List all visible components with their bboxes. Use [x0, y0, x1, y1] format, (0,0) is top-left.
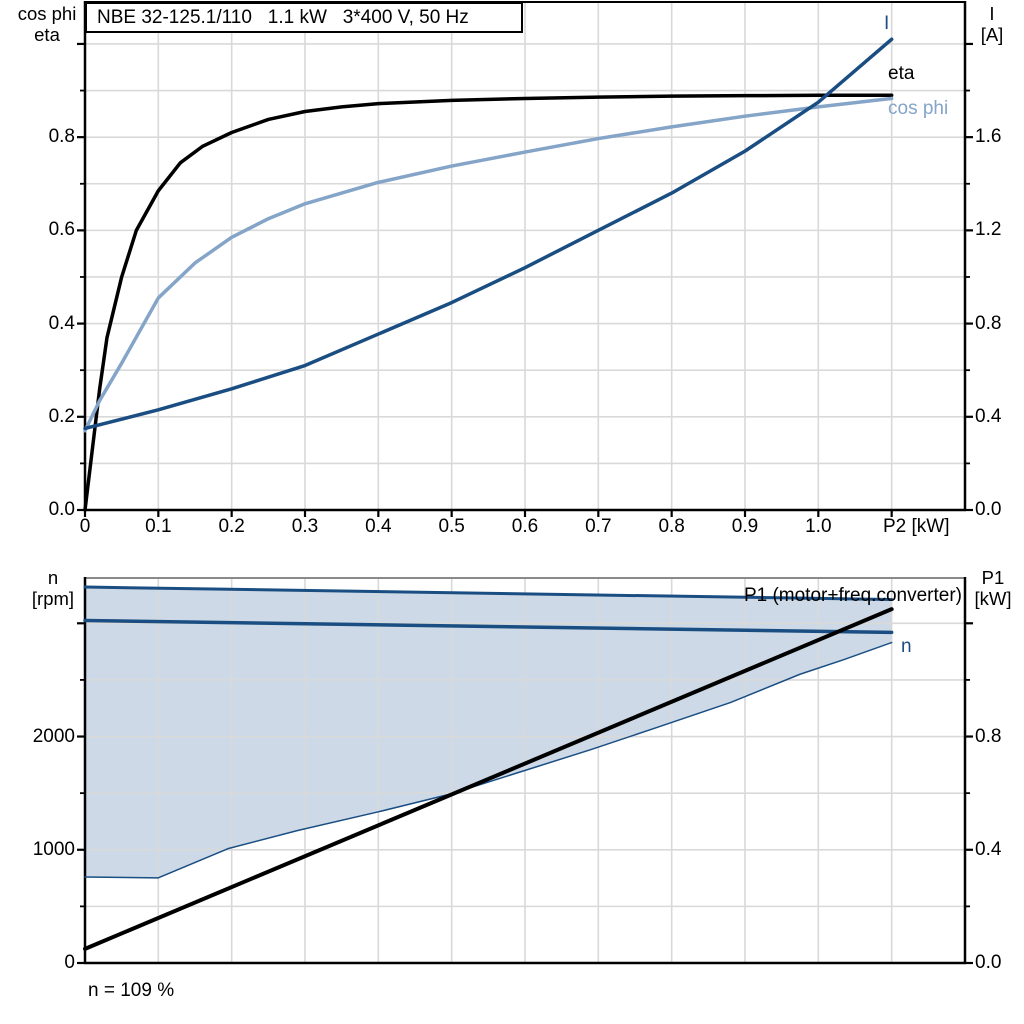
top-right-axis-label-line2: [A] — [980, 24, 1004, 45]
curve-eta — [83, 93, 894, 512]
top-right-axis-label-line1: I — [989, 3, 995, 24]
p1-curve-label: P1 (motor+freq.converter) — [743, 585, 962, 606]
top-left-axis-label: cos phi eta — [8, 3, 86, 45]
speed-percentage-note: n = 109 % — [88, 980, 175, 1001]
bottom-left-axis-label-line2: [rpm] — [31, 588, 75, 609]
curve-n — [83, 618, 894, 635]
cos-phi-curve-label: cos phi — [888, 98, 949, 119]
current-curve-label: I — [884, 13, 890, 34]
curve-n-min-boundary — [84, 641, 893, 879]
x-axis-label: P2 [kW] — [883, 516, 950, 537]
curve-n-max-boundary — [83, 585, 894, 602]
bottom-left-axis-label-line1: n — [47, 567, 59, 588]
bottom-right-axis-label-line1: P1 — [981, 567, 1005, 588]
speed-curve-label: n — [901, 636, 912, 657]
curve-p1-motor-freq-converter- — [83, 607, 894, 951]
top-right-axis-label: I [A] — [966, 3, 1018, 45]
top-left-axis-label-line2: eta — [34, 24, 60, 45]
bottom-right-axis-label-line2: [kW] — [974, 588, 1012, 609]
speed-control-range — [85, 587, 892, 878]
bottom-left-axis-label: n [rpm] — [14, 567, 92, 609]
eta-curve-label: eta — [888, 63, 915, 84]
title-box: NBE 32-125.1/110 1.1 kW 3*400 V, 50 Hz — [85, 2, 523, 33]
bottom-right-axis-label: P1 [kW] — [966, 567, 1020, 609]
curve-cos-phi — [83, 96, 894, 433]
top-left-axis-label-line1: cos phi — [17, 3, 77, 24]
curve-i — [83, 37, 894, 431]
